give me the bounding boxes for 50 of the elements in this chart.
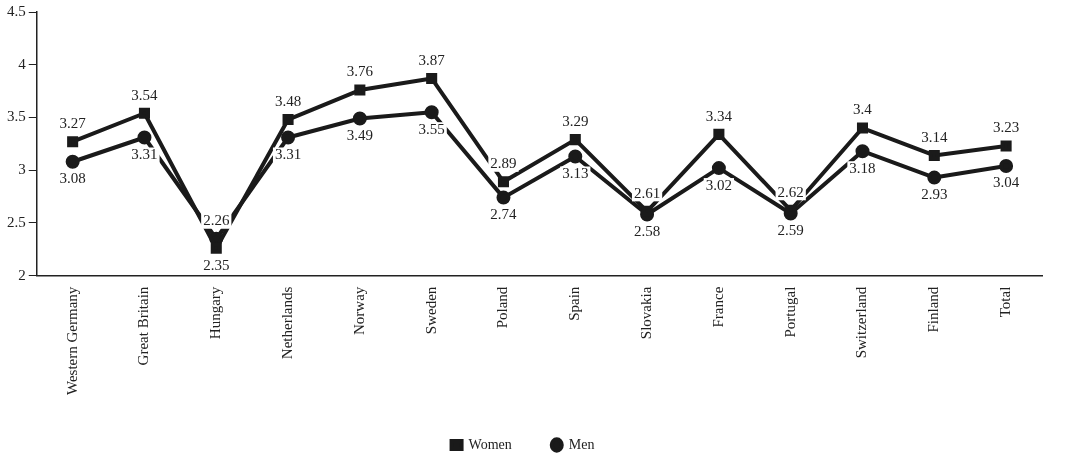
legend-label: Women	[468, 436, 512, 452]
data-label: 3.54	[131, 86, 159, 103]
data-label: 3.08	[59, 170, 86, 187]
data-label: 2.35	[203, 256, 230, 273]
data-label: 2.58	[633, 222, 661, 239]
data-label: 3.34	[705, 107, 733, 124]
x-tick-label: Spain	[566, 286, 583, 321]
y-tick-label: 4.5	[7, 2, 26, 19]
data-label: 3.27	[59, 115, 87, 132]
data-label: 3.48	[274, 93, 302, 110]
data-label: 3.18	[849, 159, 876, 176]
y-tick-label: 4	[18, 55, 27, 72]
x-tick-label: Great Britain	[135, 286, 152, 366]
x-tick-label: France	[709, 286, 726, 328]
x-tick-label: Total	[997, 286, 1014, 318]
x-tick-label: Switzerland	[853, 286, 870, 359]
x-tick-label: Slovakia	[638, 286, 655, 340]
data-label: 3.23	[992, 119, 1020, 136]
data-label: 3.55	[418, 120, 445, 137]
data-label: 2.62	[777, 183, 804, 200]
legend-label: Men	[568, 436, 595, 452]
data-label: 3.02	[705, 176, 733, 193]
x-tick-label: Western Germany	[63, 286, 80, 396]
x-tick-label: Hungary	[207, 286, 224, 340]
data-label: 3.4	[853, 101, 873, 118]
data-label: 3.13	[562, 164, 589, 181]
data-label: 2.93	[921, 186, 948, 203]
y-tick-label: 3.5	[7, 108, 26, 125]
y-tick-label: 3	[18, 161, 26, 178]
data-label: 3.76	[346, 63, 374, 80]
data-label: 3.29	[562, 113, 589, 130]
y-tick-label: 2.5	[7, 213, 26, 230]
data-label: 3.31	[131, 145, 158, 162]
x-tick-label: Sweden	[422, 286, 439, 335]
x-tick-label: Poland	[494, 286, 511, 329]
x-tick-label: Finland	[925, 286, 942, 333]
data-label: 2.74	[490, 206, 518, 223]
data-label: 3.87	[418, 51, 446, 68]
data-label: 3.14	[921, 128, 948, 145]
data-label: 2.61	[633, 184, 661, 201]
data-label: 2.89	[490, 155, 517, 172]
data-label: 2.59	[777, 221, 804, 238]
data-label: 3.04	[992, 174, 1020, 191]
data-label: 3.49	[346, 126, 373, 143]
x-tick-label: Portugal	[781, 286, 798, 338]
x-tick-label: Netherlands	[279, 286, 295, 360]
x-tick-label: Norway	[350, 286, 367, 335]
data-label: 2.26	[203, 212, 230, 229]
data-label: 3.31	[274, 145, 302, 162]
y-tick-label: 2	[18, 266, 26, 283]
